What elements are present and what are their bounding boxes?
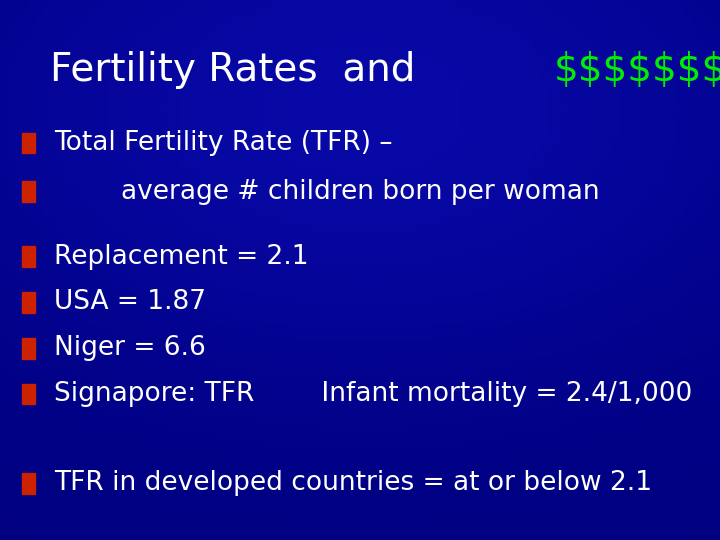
Text: Niger = 6.6: Niger = 6.6 — [54, 335, 206, 361]
Text: Signapore: TFR        Infant mortality = 2.4/1,000: Signapore: TFR Infant mortality = 2.4/1,… — [54, 381, 692, 407]
FancyBboxPatch shape — [22, 292, 35, 313]
FancyBboxPatch shape — [22, 246, 35, 267]
FancyBboxPatch shape — [22, 133, 35, 153]
Text: $$$$$$$: $$$$$$$ — [554, 51, 720, 89]
FancyBboxPatch shape — [22, 338, 35, 359]
Text: Total Fertility Rate (TFR) –: Total Fertility Rate (TFR) – — [54, 130, 392, 156]
Text: TFR in developed countries = at or below 2.1: TFR in developed countries = at or below… — [54, 470, 652, 496]
FancyBboxPatch shape — [22, 384, 35, 404]
Text: Replacement = 2.1: Replacement = 2.1 — [54, 244, 308, 269]
FancyBboxPatch shape — [22, 473, 35, 494]
Text: Fertility Rates  and: Fertility Rates and — [50, 51, 441, 89]
FancyBboxPatch shape — [22, 181, 35, 202]
Text: average # children born per woman: average # children born per woman — [54, 179, 600, 205]
Text: USA = 1.87: USA = 1.87 — [54, 289, 206, 315]
